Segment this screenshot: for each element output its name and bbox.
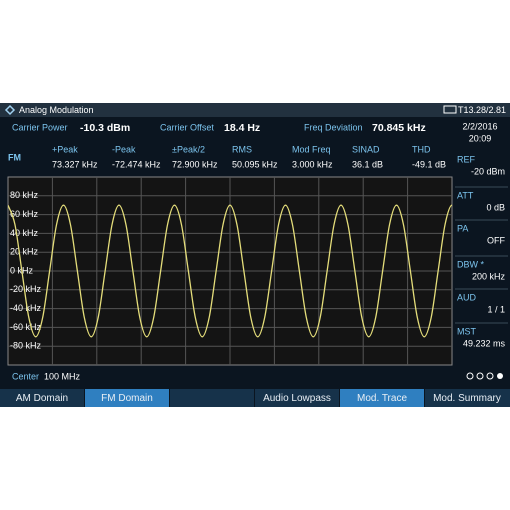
softkey[interactable] [340, 389, 424, 407]
softkeys: AM Domain FM Domain Audio Lowpass Mod. T… [0, 389, 510, 407]
softkey-label[interactable]: Mod. Trace [357, 393, 407, 404]
setting-label: PA [457, 223, 468, 233]
measurement-value: 36.1 dB [352, 159, 383, 169]
setting-label: AUD [457, 292, 477, 302]
softkey-label[interactable]: FM Domain [101, 393, 153, 404]
measurement-label: ±Peak/2 [172, 144, 205, 154]
summary-value: 70.845 kHz [372, 122, 426, 134]
summary-value: 18.4 Hz [224, 122, 260, 134]
setting-value: 200 kHz [472, 271, 506, 281]
y-tick-label: -40 kHz [10, 303, 42, 313]
center-value: 100 MHz [44, 371, 81, 381]
measurement-value: -72.474 kHz [112, 159, 161, 169]
setting-label: REF [457, 154, 476, 164]
setting-value: -20 dBm [471, 166, 505, 176]
y-tick-label: 60 kHz [10, 209, 39, 219]
summary-label: Carrier Offset [160, 122, 214, 132]
summary-label: Freq Deviation [304, 122, 363, 132]
softkey[interactable] [425, 389, 510, 407]
y-tick-label: 40 kHz [10, 228, 39, 238]
battery: 3.28/2.81 [468, 105, 506, 115]
app-title: Analog Modulation [19, 105, 94, 115]
measurement-label: RMS [232, 144, 252, 154]
icon [476, 372, 484, 380]
time: 20:09 [469, 133, 492, 143]
logo [4, 104, 16, 116]
mode: FM [8, 152, 21, 162]
trace [8, 204, 452, 338]
title-bar [0, 103, 510, 117]
softkey[interactable] [255, 389, 339, 407]
battery-icon [443, 105, 457, 114]
measurement-label: SINAD [352, 144, 380, 154]
measurement-value: 3.000 kHz [292, 159, 333, 169]
setting-label: ATT [457, 190, 474, 200]
measurement-value: -49.1 dB [412, 159, 446, 169]
measurement-label: +Peak [52, 144, 78, 154]
setting-value: 1 / 1 [487, 304, 505, 314]
trigger: T1 [458, 105, 469, 115]
icon [486, 372, 494, 380]
softkey-label[interactable]: Audio Lowpass [263, 393, 331, 404]
y-tick-label: -60 kHz [10, 322, 42, 332]
summary-label: Carrier Power [12, 122, 68, 132]
setting-value: OFF [487, 235, 505, 245]
y-tick-label: 20 kHz [10, 247, 39, 257]
measurement-value: 72.900 kHz [172, 159, 218, 169]
measurements: +Peak 73.327 kHz -Peak -72.474 kHz ±Peak/2 72… [52, 144, 446, 169]
setting-label: DBW * [457, 259, 484, 269]
softkey[interactable] [85, 389, 169, 407]
icon [466, 372, 474, 380]
measurement-value: 73.327 kHz [52, 159, 98, 169]
softkey-label[interactable]: Mod. Summary [433, 393, 501, 404]
setting-label: MST [457, 326, 477, 336]
measurement-value: 50.095 kHz [232, 159, 278, 169]
setting-value: 0 dB [486, 202, 505, 212]
y-tick-label: -80 kHz [10, 341, 42, 351]
center-label: Center [12, 371, 39, 381]
summary-value: -10.3 dBm [80, 122, 130, 134]
softkey[interactable] [0, 389, 84, 407]
measurement-label: -Peak [112, 144, 136, 154]
y-tick-label: -20 kHz [10, 284, 42, 294]
setting-value: 49.232 ms [463, 338, 506, 348]
measurement-label: Mod Freq [292, 144, 331, 154]
measurement-label: THD [412, 144, 431, 154]
softkey[interactable] [170, 389, 254, 407]
y-tick-label: 80 kHz [10, 190, 39, 200]
date: 2/2/2016 [462, 121, 497, 131]
softkey-label[interactable]: AM Domain [16, 393, 68, 404]
icon [497, 373, 503, 379]
status-icons [466, 372, 503, 380]
settings: REF -20 dBm ATT 0 dB PA OFF DBW * 200 kHz AUD 1 /… [455, 154, 508, 348]
